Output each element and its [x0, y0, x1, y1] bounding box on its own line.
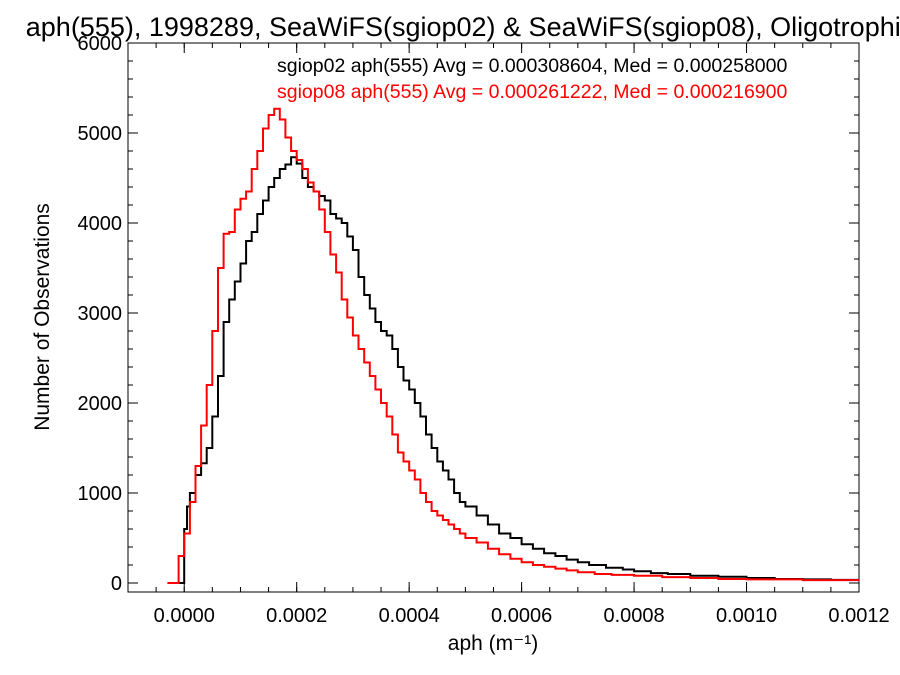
y-tick-label: 4000: [78, 213, 123, 235]
x-tick-label: 0.0002: [266, 605, 327, 627]
x-axis-label: aph (m⁻¹): [448, 632, 538, 655]
series-line-sgiop02: [178, 156, 859, 584]
chart-title: aph(555), 1998289, SeaWiFS(sgiop02) & Se…: [26, 12, 900, 42]
x-tick-label: 0.0000: [154, 605, 215, 627]
x-tick-label: 0.0010: [716, 605, 777, 627]
y-tick-label: 3000: [78, 303, 123, 325]
y-tick-label: 5000: [78, 123, 123, 145]
series-line-sgiop08: [167, 107, 859, 584]
y-tick-label: 0: [111, 573, 122, 595]
x-tick-label: 0.0004: [379, 605, 440, 627]
plot-frame: [127, 42, 860, 593]
y-tick-label: 6000: [78, 33, 123, 55]
x-tick-label: 0.0006: [491, 605, 552, 627]
series-layer: [167, 107, 859, 584]
y-tick-label: 1000: [78, 483, 123, 505]
x-tick-label: 0.0008: [603, 605, 664, 627]
axis-layer: 0.0000 0.0002 0.0004 0.0006 0.0008 0.0010 0.00…: [78, 33, 890, 627]
legend-sgiop08: sgiop08 aph(555) Avg = 0.000261222, Med …: [277, 81, 787, 103]
y-axis-label: Number of Observations: [31, 203, 54, 431]
x-tick-label: 0.0012: [828, 605, 889, 627]
y-tick-label: 2000: [78, 393, 123, 415]
legend-sgiop02: sgiop02 aph(555) Avg = 0.000308604, Med …: [277, 55, 787, 77]
